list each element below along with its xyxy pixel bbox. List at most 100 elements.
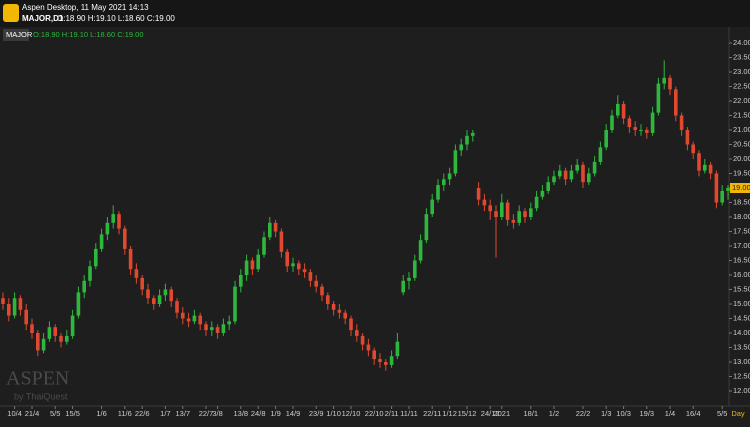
candle-body [47,327,52,339]
candle-body [24,309,28,325]
x-tick-label: 5/5 [50,409,60,418]
candle-body [244,260,249,275]
x-tick-label: 24/8 [251,409,266,418]
candle-body [552,176,556,183]
y-tick-label: 13.50 [733,342,750,351]
candle-body [384,362,388,365]
x-tick-label: 24/12 [481,409,500,418]
y-tick-label: 18.00 [733,212,750,221]
x-tick-label: 13/7 [175,409,190,418]
candle-body [482,199,487,206]
legend-box [3,29,29,41]
x-tick-label: 10/4 [7,409,22,418]
candle-body [581,164,585,183]
candle-body [111,214,115,223]
window-title: Aspen Desktop, 11 May 2021 14:13 [22,3,149,12]
y-tick-label: 24.00 [733,38,750,47]
candle-body [679,115,684,130]
candle-body [366,344,371,351]
candle-body [569,170,574,180]
title-bar [0,0,750,27]
candle-body [453,150,458,174]
candle-body [476,188,481,200]
y-tick-label: 15.00 [733,299,750,308]
candle-body [360,335,365,345]
x-tick-label: 2/11 [385,409,399,418]
candle-body [430,199,434,215]
x-tick-label: 22/10 [365,409,384,418]
candle-body [575,164,579,171]
candle-body [587,173,591,183]
candle-body [233,286,237,322]
candle-body [30,324,34,333]
y-tick-label: 23.00 [733,67,750,76]
y-tick-label: 12.50 [733,371,750,380]
candle-body [186,318,191,322]
candle-body [389,356,394,365]
y-tick-label: 21.50 [733,110,750,119]
candle-body [308,272,313,281]
candle-body [534,196,539,209]
candle-body [436,185,440,200]
candle-body [627,118,632,128]
candle-body [639,130,643,131]
candle-body [511,219,516,223]
candle-body [592,161,597,174]
candle-body [442,179,446,186]
candle-body [192,315,197,322]
y-tick-label: 20.00 [733,154,750,163]
candle-body [59,335,63,342]
candle-body [546,182,550,191]
candle-body [650,112,655,133]
x-tick-label: 23/9 [309,409,324,418]
watermark-by: by ThaiQuest [14,391,68,401]
candle-body [262,237,266,255]
candle-body [598,147,603,162]
candle-body [140,277,144,290]
candle-body [7,304,11,316]
candle-body [517,211,521,223]
x-tick-label: 1/4 [665,409,675,418]
candle-body [18,298,23,310]
x-tick-label: 1/9 [270,409,280,418]
candle-body [563,170,568,180]
candle-body [88,266,92,281]
candle-body [703,164,707,171]
candle-body [621,103,626,119]
candle-body [401,280,405,293]
x-tick-label: 11/6 [118,409,132,418]
candle-body [668,77,672,90]
app-icon[interactable] [3,4,19,22]
candle-body [349,318,353,331]
candle-body [320,286,324,296]
candle-body [163,289,168,296]
candle-body [210,327,214,331]
x-tick-label: 5/5 [717,409,727,418]
x-unit: Day [731,409,745,418]
x-tick-label: 1/3 [601,409,611,418]
candle-body [505,202,510,220]
y-tick-label: 21.00 [733,125,750,134]
x-tick-label: 19/3 [639,409,654,418]
candle-body [447,173,452,180]
candle-body [523,211,527,217]
candle-body [204,324,208,331]
x-tick-label: 22/2 [576,409,591,418]
candle-body [76,292,81,316]
x-tick-label: 22/11 [423,409,441,418]
x-tick-label: 2021 [493,409,510,418]
y-tick-label: 19.50 [733,168,750,177]
candle-body [714,173,719,203]
x-tick-label: 10/3 [616,409,631,418]
candle-body [53,327,57,336]
x-tick-label: 1/2 [549,409,559,418]
x-tick-label: 13/8 [233,409,248,418]
y-tick-label: 23.50 [733,52,750,61]
x-tick-label: 21/4 [25,409,40,418]
candle-body [227,321,231,325]
candle-body [355,330,359,336]
candle-body [128,248,133,270]
candle-body [1,298,5,304]
candle-body [424,214,429,241]
